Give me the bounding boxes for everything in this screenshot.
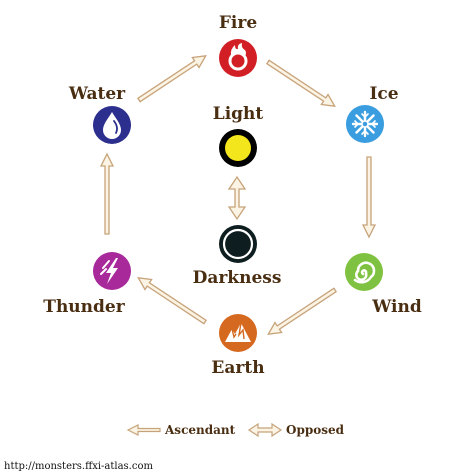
dark-crescent-icon — [219, 225, 257, 263]
light-label: Light — [213, 104, 264, 124]
water-drop-icon — [93, 106, 131, 144]
legend-opposed-label: Opposed — [286, 423, 345, 437]
mountain-icon — [219, 314, 257, 352]
arrow-earth-to-thunder — [137, 277, 208, 325]
legend: Ascendant Opposed — [126, 422, 345, 438]
arrow-water-to-fire — [136, 55, 207, 103]
legend-ascendant-label: Ascendant — [164, 423, 236, 437]
legend-ascendant-arrow — [126, 424, 161, 436]
arrow-thunder-to-water — [99, 152, 115, 235]
thunder-label: Thunder — [43, 297, 125, 317]
arrow-wind-to-earth — [267, 287, 338, 335]
fire-icon — [219, 39, 257, 77]
water-label: Water — [68, 84, 126, 104]
earth-label: Earth — [211, 358, 264, 378]
legend-opposed-arrow — [247, 422, 283, 438]
lightning-bolt-icon — [93, 252, 131, 290]
ascendant-arrows — [99, 55, 377, 335]
sun-disc-icon — [219, 129, 257, 167]
ice-label: Ice — [369, 84, 398, 104]
darkness-label: Darkness — [193, 268, 282, 288]
fire-label: Fire — [219, 13, 257, 33]
snowflake-icon — [346, 105, 384, 143]
arrow-fire-to-ice — [265, 59, 336, 107]
swirl-icon — [345, 253, 383, 291]
arrow-ice-to-wind — [361, 156, 377, 239]
footer-url: http://monsters.ffxi-atlas.com — [4, 461, 153, 472]
wind-label: Wind — [371, 297, 422, 317]
arrow-light-darkness-opposed — [227, 175, 247, 221]
